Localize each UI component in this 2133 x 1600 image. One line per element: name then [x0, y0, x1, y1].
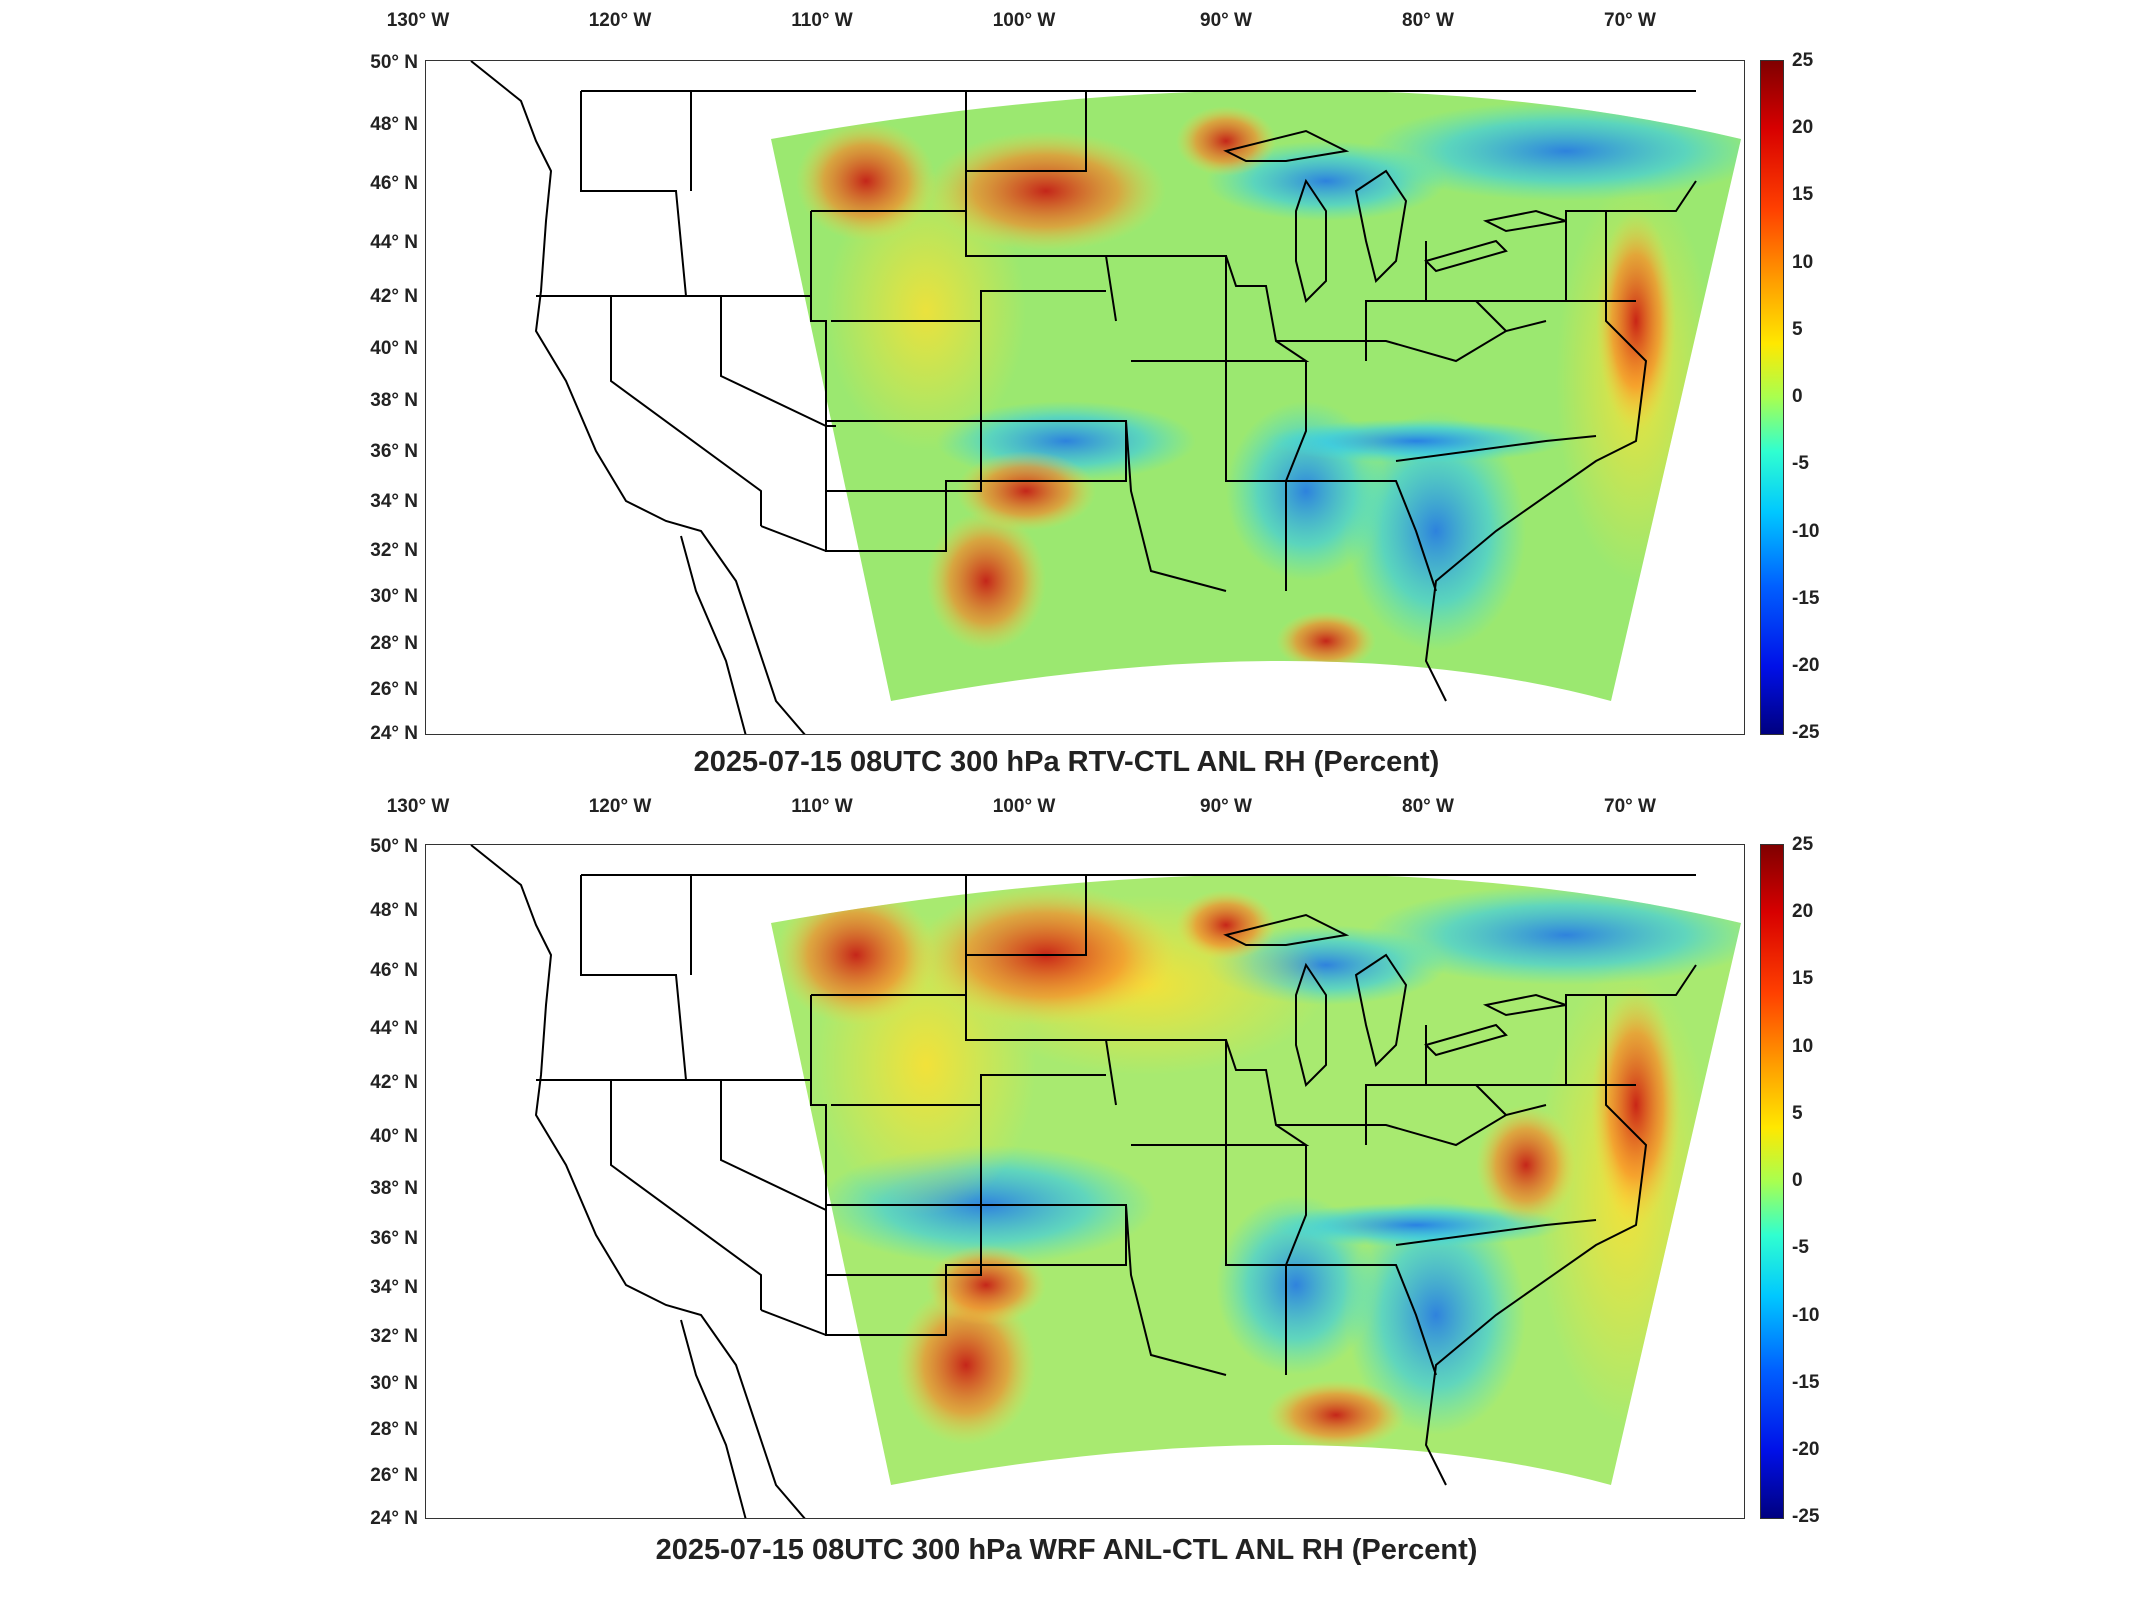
lon-label-120w: 120° W	[588, 796, 652, 817]
lat-label-24n: 24° N	[370, 723, 418, 744]
lon-label-110w: 110° W	[791, 796, 853, 817]
lon-label-80w: 80° W	[1402, 10, 1454, 31]
colorbar-tick-neg15: -15	[1792, 588, 1820, 609]
lon-label-70w: 70° W	[1604, 10, 1656, 31]
lon-label-90w: 90° W	[1200, 10, 1252, 31]
colorbar-tick-neg20: -20	[1792, 1439, 1820, 1460]
lon-label-110w: 110° W	[791, 10, 853, 31]
top-map-panel: 130° W 120° W 110° W 100° W 90° W 80° W …	[0, 0, 2133, 790]
colorbar-tick-20: 20	[1792, 901, 1814, 922]
lat-label-26n: 26° N	[370, 679, 418, 700]
lat-label-36n: 36° N	[370, 1228, 418, 1249]
map-title: 2025-07-15 08UTC 300 hPa WRF ANL-CTL ANL…	[655, 1534, 1478, 1566]
lat-label-40n: 40° N	[370, 338, 418, 359]
lat-label-30n: 30° N	[370, 586, 418, 607]
colorbar-tick-neg20: -20	[1792, 655, 1820, 676]
colorbar-tick-10: 10	[1792, 1036, 1814, 1057]
colorbar-tick-0: 0	[1792, 386, 1803, 407]
lon-label-100w: 100° W	[992, 10, 1056, 31]
colorbar-tick-neg25: -25	[1792, 722, 1820, 743]
lon-label-100w: 100° W	[992, 796, 1056, 817]
lat-label-24n: 24° N	[370, 1508, 418, 1529]
colorbar-tick-neg25: -25	[1792, 1506, 1820, 1527]
lat-label-32n: 32° N	[370, 1326, 418, 1347]
lat-label-30n: 30° N	[370, 1373, 418, 1394]
colorbar-tick-15: 15	[1792, 184, 1814, 205]
colorbar-tick-neg5: -5	[1792, 1237, 1809, 1258]
lon-label-130w: 130° W	[386, 796, 450, 817]
map-frame	[425, 844, 1745, 1519]
lat-label-44n: 44° N	[370, 232, 418, 253]
rh-difference-map	[470, 61, 1741, 734]
lat-label-28n: 28° N	[370, 633, 418, 654]
colorbar-tick-20: 20	[1792, 117, 1814, 138]
lat-label-50n: 50° N	[370, 836, 418, 857]
colorbar-tick-25: 25	[1792, 834, 1814, 855]
lat-label-46n: 46° N	[370, 173, 418, 194]
colorbar-tick-neg5: -5	[1792, 453, 1809, 474]
lon-label-130w: 130° W	[386, 10, 450, 31]
colorbar-tick-15: 15	[1792, 968, 1814, 989]
colorbar-tick-neg15: -15	[1792, 1372, 1820, 1393]
lon-label-120w: 120° W	[588, 10, 652, 31]
lat-label-42n: 42° N	[370, 1072, 418, 1093]
lat-label-44n: 44° N	[370, 1018, 418, 1039]
bottom-map-panel: 130° W 120° W 110° W 100° W 90° W 80° W …	[0, 790, 2133, 1600]
colorbar-tick-25: 25	[1792, 50, 1814, 71]
lat-label-34n: 34° N	[370, 1277, 418, 1298]
lat-label-36n: 36° N	[370, 441, 418, 462]
colorbar-tick-neg10: -10	[1792, 521, 1820, 542]
map-title: 2025-07-15 08UTC 300 hPa RTV-CTL ANL RH …	[693, 746, 1440, 778]
rh-difference-map	[470, 845, 1741, 1518]
lat-label-38n: 38° N	[370, 1178, 418, 1199]
colorbar	[1760, 60, 1784, 735]
lat-label-26n: 26° N	[370, 1465, 418, 1486]
colorbar-tick-5: 5	[1792, 319, 1803, 340]
lat-label-50n: 50° N	[370, 52, 418, 73]
lat-label-42n: 42° N	[370, 286, 418, 307]
colorbar	[1760, 844, 1784, 1519]
colorbar-tick-0: 0	[1792, 1170, 1803, 1191]
lon-label-70w: 70° W	[1604, 796, 1656, 817]
colorbar-tick-10: 10	[1792, 252, 1814, 273]
lat-label-38n: 38° N	[370, 390, 418, 411]
lon-label-90w: 90° W	[1200, 796, 1252, 817]
lon-label-80w: 80° W	[1402, 796, 1454, 817]
colorbar-tick-neg10: -10	[1792, 1305, 1820, 1326]
lat-label-32n: 32° N	[370, 540, 418, 561]
lat-label-46n: 46° N	[370, 960, 418, 981]
lat-label-34n: 34° N	[370, 491, 418, 512]
colorbar-tick-5: 5	[1792, 1103, 1803, 1124]
lat-label-40n: 40° N	[370, 1126, 418, 1147]
lat-label-28n: 28° N	[370, 1419, 418, 1440]
lat-label-48n: 48° N	[370, 900, 418, 921]
lat-label-48n: 48° N	[370, 114, 418, 135]
map-frame	[425, 60, 1745, 735]
